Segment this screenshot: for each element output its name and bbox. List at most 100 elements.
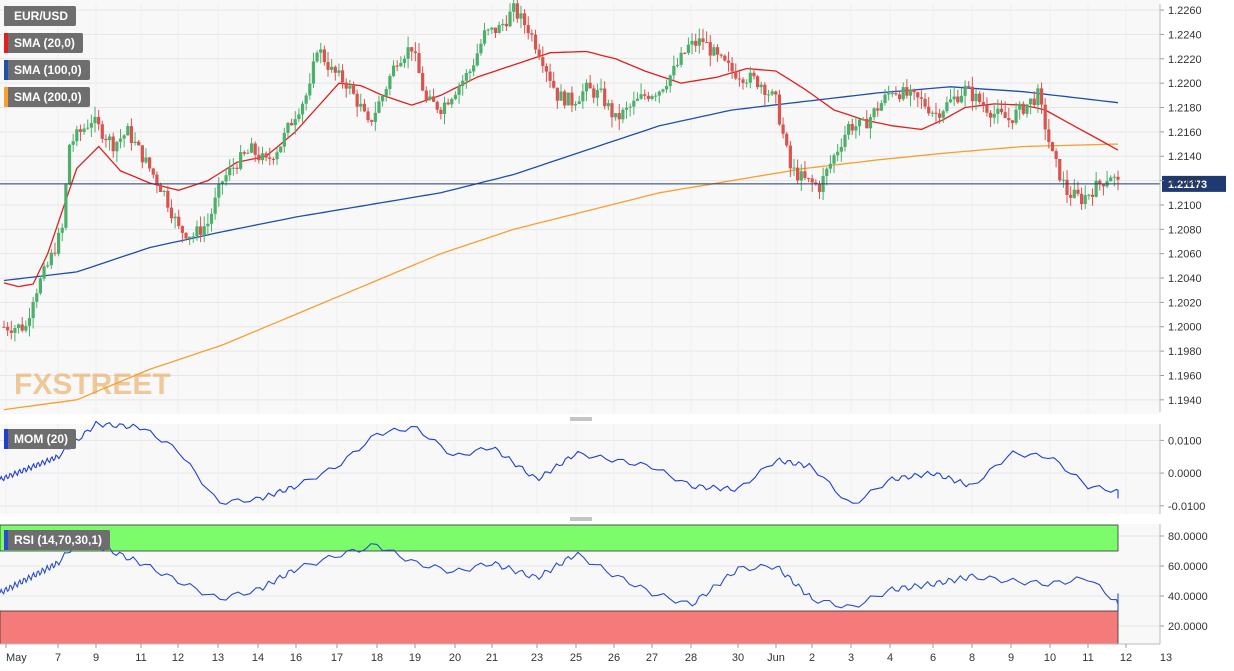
x-tick-label: 14 (252, 652, 264, 664)
legend-sma200[interactable]: SMA (200,0) (4, 87, 90, 107)
candle-body (566, 92, 570, 106)
legend-mom-label: MOM (20) (14, 432, 68, 446)
candle-body (759, 84, 763, 88)
candle-body (53, 252, 57, 254)
x-tick-label: 7 (55, 652, 61, 664)
candle-body (115, 141, 119, 152)
panel-splitter-2[interactable] (570, 517, 592, 521)
candle-body (439, 109, 443, 115)
current-price-label: 1.21173 (1168, 179, 1207, 191)
x-tick-label: 25 (570, 652, 582, 664)
candle-body (981, 102, 985, 106)
panel-splitter-1[interactable] (570, 417, 592, 421)
candle-body (624, 107, 629, 110)
candle-body (20, 324, 24, 331)
x-tick-label: 12 (172, 652, 184, 664)
candle-body (701, 38, 705, 43)
candle-body (635, 98, 640, 101)
candle-body (217, 184, 221, 198)
x-tick-label: 17 (331, 652, 343, 664)
candle-body (661, 89, 665, 92)
candle-body (188, 236, 192, 239)
candle-body (107, 136, 112, 141)
candle-body (493, 27, 498, 34)
candle-body (1061, 179, 1065, 181)
candle-body (988, 112, 993, 118)
candle-body (86, 127, 90, 129)
candle-body (195, 226, 199, 237)
candle-body (468, 71, 472, 74)
candle-body (548, 71, 552, 81)
candle-body (628, 106, 632, 108)
candle-body (879, 103, 883, 111)
candle-body (479, 43, 483, 54)
candle-body (923, 98, 927, 107)
candle-body (410, 47, 414, 52)
legend-sma100[interactable]: SMA (100,0) (4, 60, 90, 80)
candle-body (249, 143, 254, 153)
candle-body (985, 105, 989, 113)
legend-sma20[interactable]: SMA (20,0) (4, 33, 83, 53)
x-tick-label: 20 (449, 652, 461, 664)
candle-body (857, 119, 862, 127)
candle-body (938, 113, 942, 118)
candle-body (82, 128, 86, 132)
candle-body (173, 216, 177, 219)
candle-body (308, 83, 312, 96)
candle-body (322, 49, 326, 63)
candle-body (734, 71, 738, 79)
candle-body (424, 90, 428, 100)
mom-y-axis: 0.0100 0.0000 -0.0100 (1159, 424, 1205, 514)
x-tick-label: 12 (1120, 652, 1132, 664)
main-y-tick-label: 1.2200 (1168, 78, 1202, 90)
candle-body (515, 3, 519, 19)
rsi-y-tick-label: 40.0000 (1168, 591, 1208, 603)
current-price-badge (1162, 175, 1226, 192)
x-tick-label: 11 (1082, 652, 1093, 664)
candle-body (675, 64, 680, 67)
x-tick-label: 18 (371, 652, 383, 664)
candle-body (1090, 194, 1095, 197)
candle-body (6, 326, 10, 331)
candle-body (544, 66, 549, 72)
main-y-tick-label: 1.2160 (1168, 127, 1202, 139)
candle-body (894, 93, 898, 95)
candle-body (897, 94, 902, 100)
candle-body (854, 126, 858, 131)
legend-mom[interactable]: MOM (20) (4, 429, 76, 449)
candle-body (967, 85, 971, 87)
candle-body (1003, 112, 1007, 119)
candle-body (351, 85, 356, 94)
main-y-tick-label: 1.2100 (1168, 200, 1202, 212)
candle-body (1043, 104, 1047, 130)
main-y-tick-label: 1.2260 (1168, 5, 1202, 17)
legend-symbol-label: EUR/USD (14, 9, 69, 23)
x-tick-label: 11 (135, 652, 146, 664)
candle-body (715, 47, 720, 55)
main-y-tick-label: 1.2220 (1168, 54, 1202, 66)
candle-body (952, 96, 956, 100)
candle-body (206, 223, 210, 227)
candle-body (246, 152, 250, 154)
candle-body (887, 93, 891, 95)
candle-body (38, 278, 43, 294)
candle-body (406, 47, 410, 59)
candle-body (919, 97, 924, 99)
candle-body (293, 119, 297, 126)
candle-body (690, 40, 694, 45)
candle-body (552, 80, 556, 88)
candle-body (1112, 176, 1116, 178)
candle-body (905, 87, 909, 96)
x-tick-label: 28 (685, 652, 697, 664)
x-tick-label: Jun (767, 652, 785, 664)
candle-body (242, 152, 246, 154)
candle-body (741, 79, 745, 83)
legend-rsi[interactable]: RSI (14,70,30,1) (4, 530, 111, 550)
candle-body (781, 124, 785, 134)
legend-symbol[interactable]: EUR/USD (4, 6, 77, 26)
candle-body (464, 73, 468, 81)
candle-body (712, 47, 716, 56)
candles (2, 0, 1120, 342)
x-tick-label: 13 (1160, 652, 1172, 664)
candle-body (239, 152, 243, 169)
